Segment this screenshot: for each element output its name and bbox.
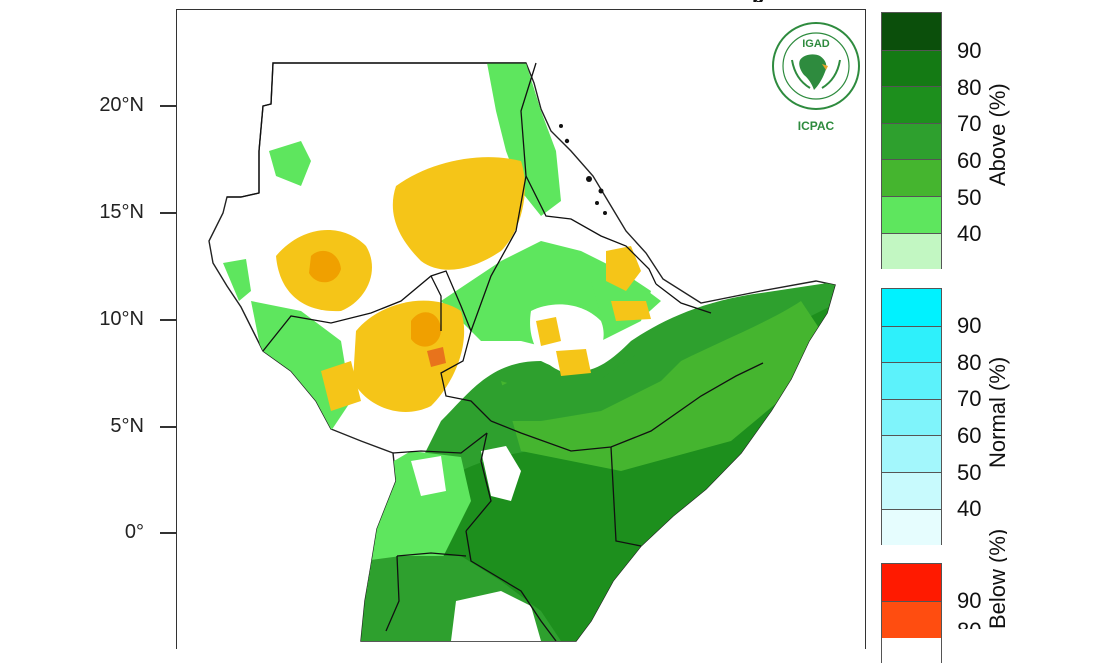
normal-climatology-area [481, 446, 521, 501]
colorbar-normal-tick: 80 [957, 350, 982, 375]
lat-tick [160, 319, 176, 321]
colorbar-normal-tick: 40 [957, 496, 982, 521]
below-region [411, 312, 441, 347]
colorbar-segment [882, 325, 941, 363]
colorbar-below-tick: 90 [957, 588, 982, 613]
map-frame [176, 9, 866, 649]
colorbar-above-tick: 70 [957, 111, 982, 136]
colorbar-normal-title: Normal (%) [985, 356, 1010, 468]
colorbar-above-tick: 50 [957, 185, 982, 210]
colorbar-normal-tick: 90 [957, 313, 982, 338]
lat-label-5n: 5°N [110, 415, 144, 437]
colorbar-segment [882, 159, 941, 196]
lat-tick [160, 532, 176, 534]
lat-tick [160, 105, 176, 107]
above-region [269, 141, 311, 186]
logo-igad-text: IGAD [802, 38, 830, 50]
colorbar-segment [882, 472, 941, 509]
forecast-figure: p 20°N 15°N 10°N 5°N 0° [99, 0, 1010, 663]
colorbar-normal [881, 288, 942, 546]
below-region [309, 250, 341, 283]
colorbar-segment [882, 196, 941, 233]
above-region [223, 259, 251, 301]
colorbar-above-tick: 90 [957, 38, 982, 63]
colorbar-segment [882, 398, 941, 436]
colorbar-above [881, 12, 942, 270]
colorbar-normal-tick: 50 [957, 460, 982, 485]
colorbar-below [881, 563, 942, 663]
colorbar-normal-tick: 60 [957, 423, 982, 448]
colorbar-normal-tick: 70 [957, 386, 982, 411]
above-region [501, 301, 821, 471]
normal-climatology-area [411, 456, 446, 496]
red-sea-islands [559, 124, 607, 215]
lat-tick [160, 212, 176, 214]
colorbar-segment [882, 564, 941, 601]
below-region [611, 301, 651, 321]
below-region [556, 349, 591, 376]
lat-label-0: 0° [124, 521, 144, 543]
colorbar-below-title: Below (%) [985, 528, 1007, 629]
colorbar-segment [882, 362, 941, 399]
below-region [321, 361, 361, 411]
colorbar-segment [882, 435, 941, 472]
below-region [427, 347, 446, 367]
greater-horn-map [208, 62, 836, 642]
colorbar-segment [882, 13, 941, 50]
colorbar-above-tick: 60 [957, 148, 982, 173]
map-title-fragment: p [752, 0, 774, 2]
logo-icpac-text: ICPAC [798, 119, 835, 133]
lat-tick [160, 426, 176, 428]
below-region [536, 317, 561, 346]
above-region [487, 63, 561, 216]
colorbar-above-tick: 40 [957, 221, 982, 246]
colorbar-above-tick: 80 [957, 75, 982, 100]
igad-logo-emblem: IGAD ICPAC [772, 22, 860, 133]
above-region [251, 301, 351, 431]
lat-label-20n: 20°N [99, 94, 144, 116]
colorbar-segment [882, 508, 941, 546]
colorbar-segment [882, 86, 941, 123]
lat-label-10n: 10°N [99, 308, 144, 330]
colorbar-segment [882, 122, 941, 160]
colorbar-segment [882, 601, 941, 638]
colorbar-segment [882, 289, 941, 326]
colorbar-segment [882, 49, 941, 87]
colorbar-segment [882, 232, 941, 270]
lat-label-15n: 15°N [99, 201, 144, 223]
above-region [471, 331, 701, 421]
colorbar-below-tick: 80 [957, 618, 981, 629]
below-region [392, 157, 525, 270]
igad-logo: IGAD ICPAC [770, 20, 862, 140]
colorbar-above-title: Above (%) [985, 83, 1010, 186]
below-region [606, 246, 641, 291]
country-borders [227, 62, 764, 642]
